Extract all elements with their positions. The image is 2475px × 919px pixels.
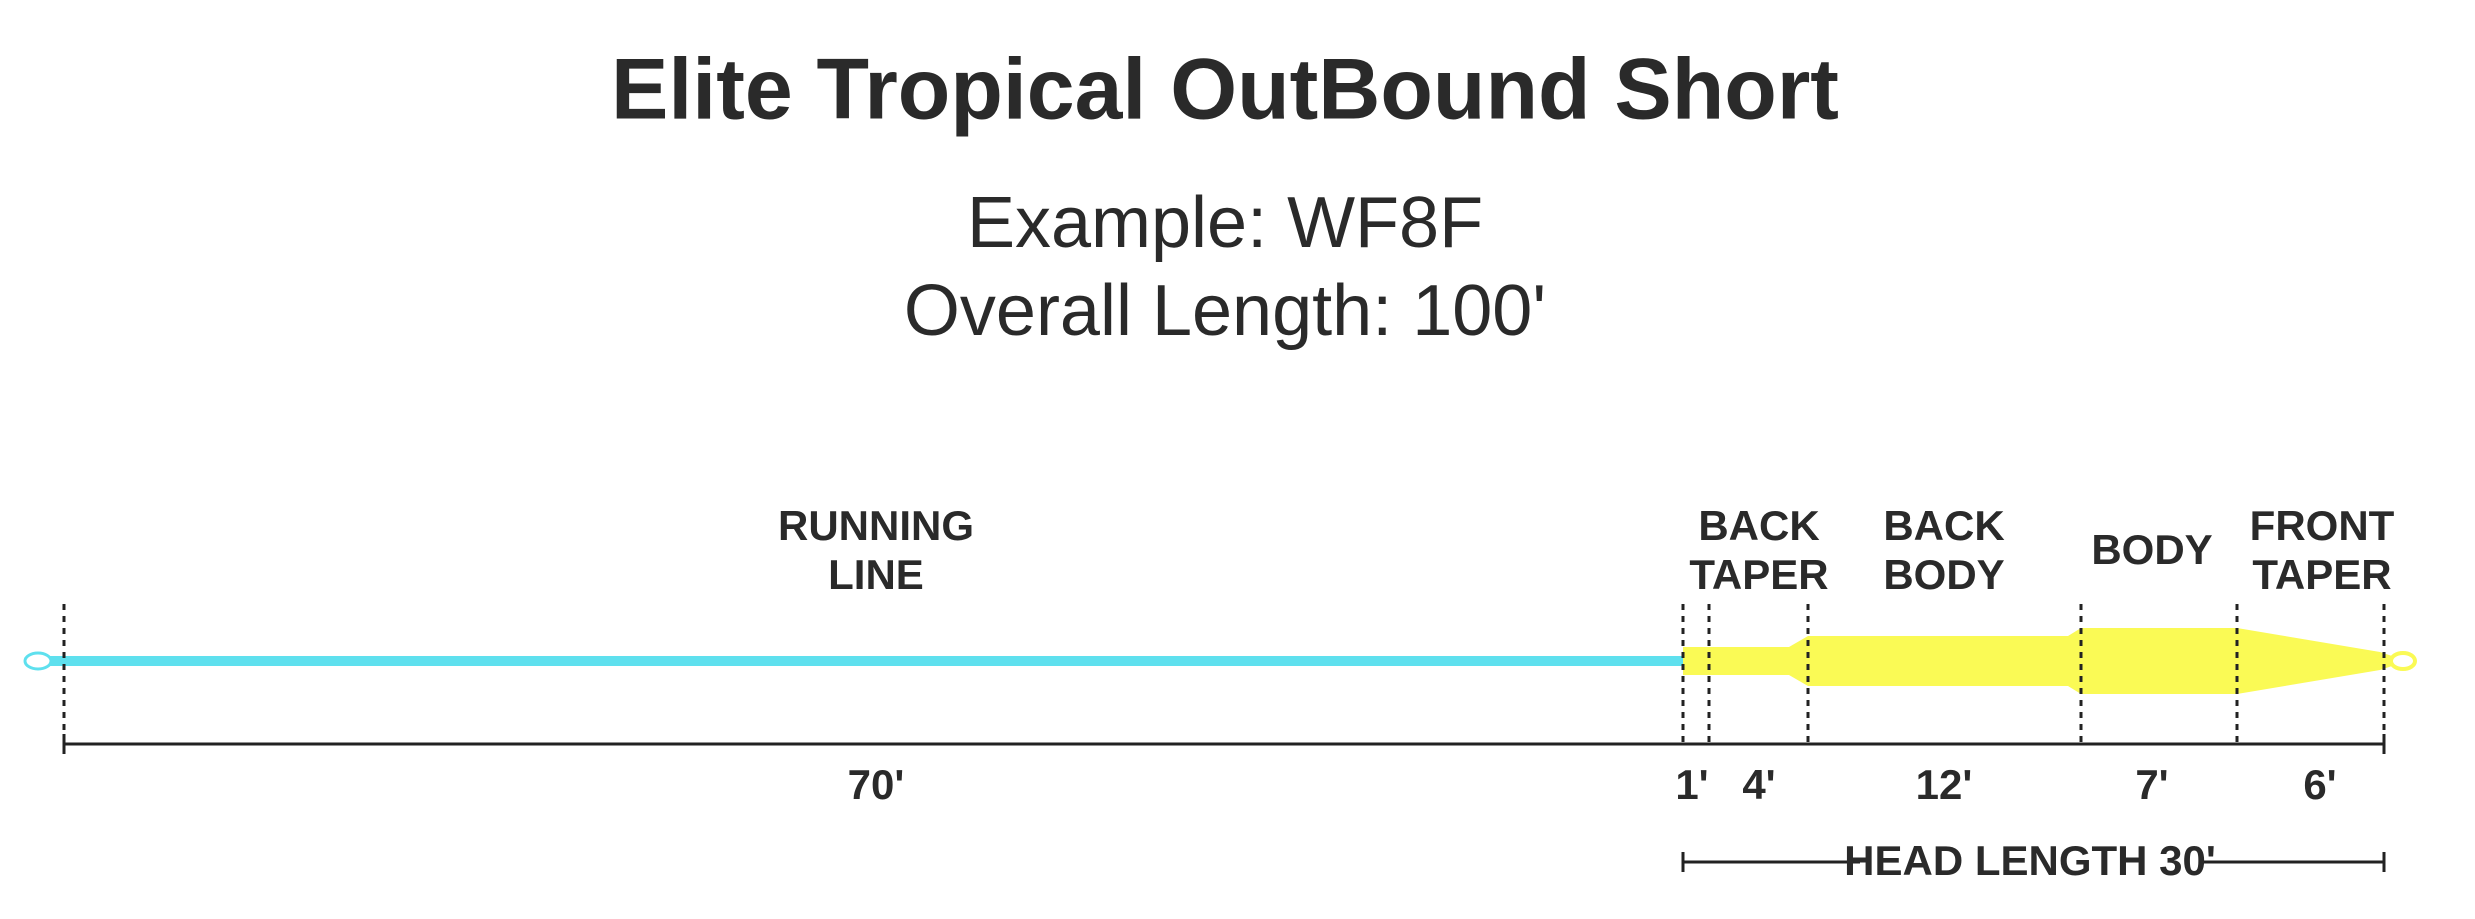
section-label: BODY	[2091, 526, 2212, 573]
section-length: 4'	[1742, 761, 1775, 808]
section-label: FRONT	[2250, 502, 2395, 549]
head	[1683, 628, 2392, 694]
section-label: BACK	[1883, 502, 2004, 549]
loop	[23, 651, 53, 671]
title: Elite Tropical OutBound Short	[611, 42, 1839, 138]
head-length: HEAD LENGTH 30'	[1844, 837, 2216, 884]
section-label: BODY	[1883, 551, 2004, 598]
section-length: 70'	[848, 761, 905, 808]
section-length: 6'	[2303, 761, 2336, 808]
section-label: BACK	[1698, 502, 1819, 549]
subtitle: Overall Length: 100'	[904, 271, 1546, 351]
section-label: TAPER	[1689, 551, 1828, 598]
section-length: 7'	[2135, 761, 2168, 808]
ruler	[62, 734, 2386, 754]
section-label: TAPER	[2252, 551, 2391, 598]
loop	[2389, 651, 2417, 671]
section-length: 12'	[1916, 761, 1973, 808]
section-length: 1'	[1675, 761, 1708, 808]
head-length-bracket	[1681, 852, 2386, 872]
section-label: LINE	[828, 551, 924, 598]
subtitle: Example: WF8F	[967, 183, 1483, 263]
section-label: RUNNING	[778, 502, 974, 549]
